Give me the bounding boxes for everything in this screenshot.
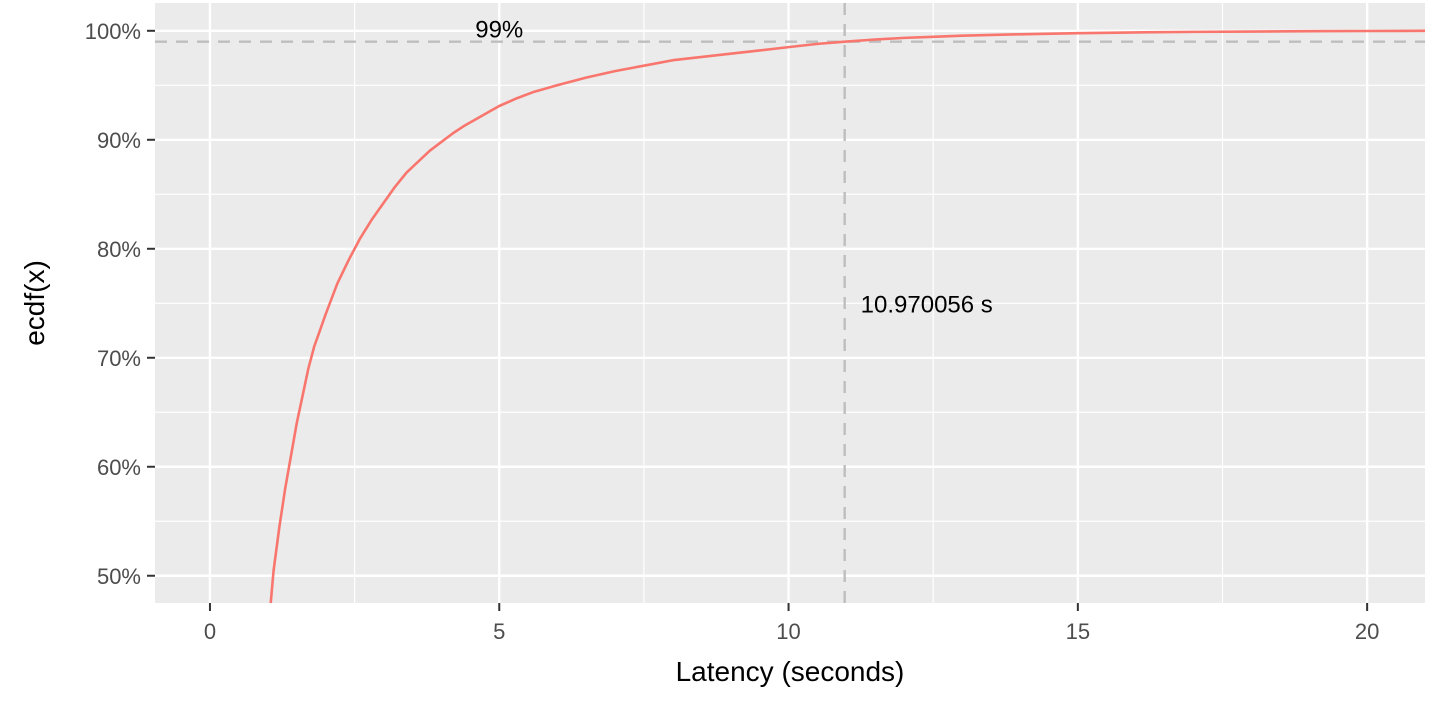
y-tick-label: 80% [97,237,141,262]
x-tick-label: 5 [493,619,505,644]
y-axis-title: ecdf(x) [19,260,50,346]
x-tick-label: 0 [204,619,216,644]
x-axis-title: Latency (seconds) [676,656,905,687]
y-axis: 50% 60% 70% 80% 90% 100% [85,19,155,589]
grid-minor [155,3,1425,603]
x-tick-label: 10 [776,619,800,644]
y-tick-label: 90% [97,128,141,153]
reference-lines [155,3,1425,603]
ecdf-series-line [269,29,1426,604]
x-tick-label: 15 [1066,619,1090,644]
percentile-annotation: 99% [475,17,523,44]
y-tick-label: 70% [97,346,141,371]
y-tick-label: 100% [85,19,141,44]
y-tick-label: 50% [97,564,141,589]
value-annotation: 10.970056 s [861,291,993,318]
x-tick-label: 20 [1355,619,1379,644]
x-axis: 0 5 10 15 20 [204,603,1379,644]
y-tick-label: 60% [97,455,141,480]
